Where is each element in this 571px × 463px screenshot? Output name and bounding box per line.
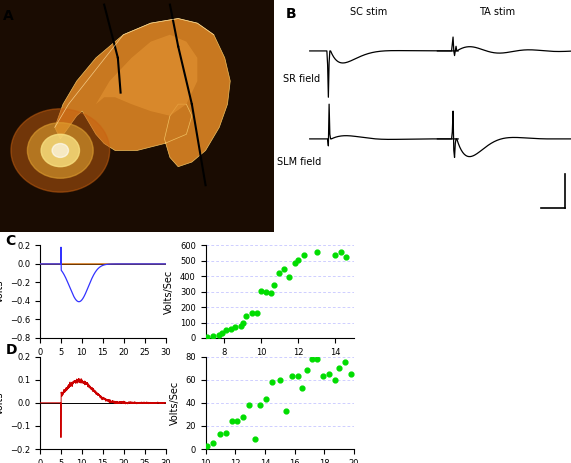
Point: [238, 319, 247, 326]
Point: [250, 435, 259, 443]
Point: [336, 248, 345, 255]
Point: [222, 326, 231, 334]
Point: [331, 251, 340, 258]
Point: [218, 330, 227, 337]
Point: [308, 355, 317, 363]
Polygon shape: [0, 0, 274, 232]
Point: [262, 288, 271, 295]
Point: [203, 333, 212, 341]
Point: [290, 259, 299, 267]
Point: [257, 287, 266, 294]
Point: [216, 431, 225, 438]
Point: [222, 429, 231, 437]
Point: [335, 364, 344, 372]
Point: [293, 372, 302, 380]
Point: [347, 370, 356, 378]
Point: [242, 312, 251, 319]
Point: [275, 376, 284, 383]
Point: [214, 332, 223, 339]
Point: [231, 324, 240, 331]
Point: [208, 440, 218, 447]
Circle shape: [41, 134, 79, 167]
Point: [281, 407, 290, 415]
Point: [247, 309, 256, 316]
Text: A: A: [3, 9, 14, 23]
Point: [256, 401, 265, 409]
Point: [226, 325, 235, 332]
Point: [238, 413, 247, 420]
Text: C: C: [6, 234, 16, 248]
Point: [318, 372, 327, 380]
Point: [274, 269, 283, 277]
Point: [299, 252, 308, 259]
Point: [302, 367, 311, 374]
Text: SC stim: SC stim: [351, 7, 388, 17]
Point: [232, 418, 242, 425]
Point: [268, 378, 277, 386]
Point: [330, 376, 339, 383]
Point: [244, 401, 253, 409]
Circle shape: [52, 144, 69, 157]
Text: TA stim: TA stim: [478, 7, 515, 17]
Text: B: B: [286, 7, 296, 21]
Point: [279, 266, 288, 273]
X-axis label: ms: ms: [95, 362, 110, 372]
Point: [293, 257, 303, 264]
Point: [262, 395, 271, 403]
Text: SLM field: SLM field: [277, 157, 321, 168]
Circle shape: [27, 123, 93, 178]
Point: [312, 355, 321, 363]
Point: [236, 322, 246, 329]
Y-axis label: Volts/Sec: Volts/Sec: [170, 381, 180, 425]
Circle shape: [11, 109, 110, 192]
Point: [312, 249, 321, 256]
Y-axis label: Volts/Sec: Volts/Sec: [164, 269, 174, 314]
Polygon shape: [55, 19, 230, 167]
Point: [203, 442, 212, 449]
Point: [341, 253, 350, 261]
Point: [324, 370, 333, 378]
Polygon shape: [96, 35, 198, 116]
Y-axis label: Volts: Volts: [0, 391, 5, 414]
Point: [270, 281, 279, 288]
Point: [297, 384, 307, 391]
Text: D: D: [6, 343, 17, 357]
Point: [252, 310, 261, 317]
Y-axis label: Volts: Volts: [0, 280, 5, 303]
Point: [287, 372, 296, 380]
Point: [208, 333, 218, 340]
Point: [228, 418, 237, 425]
Point: [340, 358, 349, 366]
Text: SR field: SR field: [283, 74, 320, 84]
Point: [284, 273, 293, 281]
Point: [266, 289, 275, 297]
